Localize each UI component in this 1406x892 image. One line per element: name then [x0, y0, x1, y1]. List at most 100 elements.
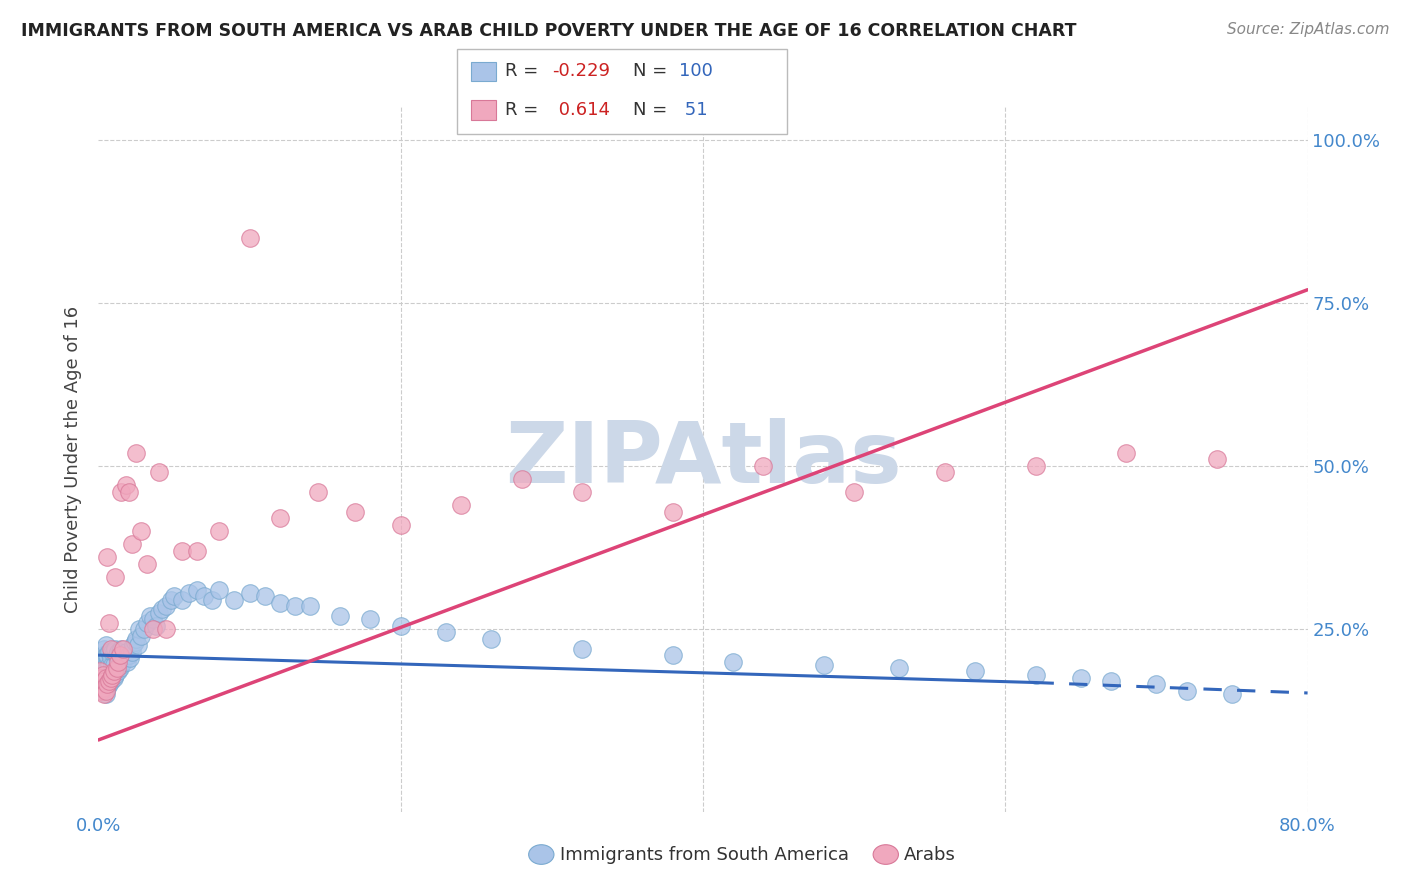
Point [94, 677, 117, 691]
Point [100, 651, 122, 665]
Point [104, 570, 127, 584]
Point [111, 641, 134, 656]
Point [91, 667, 114, 681]
Point [121, 537, 143, 551]
Point [100, 674, 122, 689]
Point [89, 671, 111, 685]
Point [307, 485, 329, 500]
Point [96, 671, 118, 685]
Point [91, 674, 114, 689]
Point [1099, 674, 1122, 689]
Point [93, 661, 115, 675]
Point [91, 648, 114, 662]
Point [101, 657, 124, 672]
Point [90, 671, 112, 685]
Point [90, 665, 112, 679]
Point [170, 543, 193, 558]
Point [155, 622, 177, 636]
Text: Source: ZipAtlas.com: Source: ZipAtlas.com [1226, 22, 1389, 37]
Point [90, 684, 112, 698]
Point [94, 648, 117, 662]
Point [571, 485, 593, 500]
Point [98, 615, 121, 630]
Point [135, 557, 157, 571]
Point [201, 592, 224, 607]
Point [186, 543, 208, 558]
Point [148, 466, 170, 480]
Point [91, 665, 114, 679]
Text: Arabs: Arabs [904, 846, 956, 863]
Point [93, 681, 115, 695]
Point [661, 648, 683, 662]
Text: 100: 100 [679, 62, 713, 80]
Text: R =: R = [505, 62, 544, 80]
Point [450, 498, 472, 512]
Point [125, 632, 148, 646]
Point [150, 602, 173, 616]
Point [103, 671, 125, 685]
Text: Immigrants from South America: Immigrants from South America [560, 846, 849, 863]
Text: N =: N = [633, 62, 672, 80]
Text: IMMIGRANTS FROM SOUTH AMERICA VS ARAB CHILD POVERTY UNDER THE AGE OF 16 CORRELAT: IMMIGRANTS FROM SOUTH AMERICA VS ARAB CH… [21, 22, 1077, 40]
Point [239, 586, 262, 600]
Point [94, 684, 117, 698]
Point [135, 615, 157, 630]
Point [111, 655, 134, 669]
Point [813, 657, 835, 672]
Point [104, 641, 127, 656]
Point [94, 687, 117, 701]
Point [1206, 452, 1229, 467]
Point [114, 645, 136, 659]
Point [1220, 687, 1243, 701]
Point [89, 677, 111, 691]
Point [98, 645, 121, 659]
Point [93, 651, 115, 665]
Point [101, 667, 124, 681]
Point [103, 657, 125, 672]
Point [224, 592, 246, 607]
Point [108, 645, 131, 659]
Point [121, 645, 143, 659]
Point [110, 657, 132, 672]
Text: 51: 51 [679, 101, 707, 119]
Point [125, 446, 148, 460]
Point [186, 582, 208, 597]
Point [389, 619, 412, 633]
Y-axis label: Child Poverty Under the Age of 16: Child Poverty Under the Age of 16 [65, 306, 83, 613]
Point [299, 599, 322, 614]
Point [934, 466, 956, 480]
Point [389, 517, 412, 532]
Point [98, 667, 121, 681]
Point [115, 655, 138, 669]
Point [142, 622, 165, 636]
Point [96, 661, 118, 675]
Point [110, 485, 132, 500]
Point [163, 590, 186, 604]
Point [108, 648, 131, 662]
Point [114, 478, 136, 492]
Point [208, 582, 231, 597]
Point [93, 641, 115, 656]
Point [661, 505, 683, 519]
Point [1070, 671, 1092, 685]
Point [752, 458, 775, 473]
Point [89, 665, 111, 679]
Point [124, 635, 146, 649]
Point [101, 671, 124, 685]
Point [170, 592, 193, 607]
Point [1175, 684, 1198, 698]
Point [127, 638, 149, 652]
Point [90, 677, 112, 691]
Point [103, 645, 125, 659]
Point [103, 665, 125, 679]
Point [239, 230, 262, 244]
Point [889, 661, 911, 675]
Point [344, 505, 367, 519]
Point [193, 590, 215, 604]
Point [844, 485, 866, 500]
Point [94, 657, 117, 672]
Point [120, 651, 142, 665]
Point [112, 651, 135, 665]
Text: N =: N = [633, 101, 672, 119]
Point [90, 651, 112, 665]
